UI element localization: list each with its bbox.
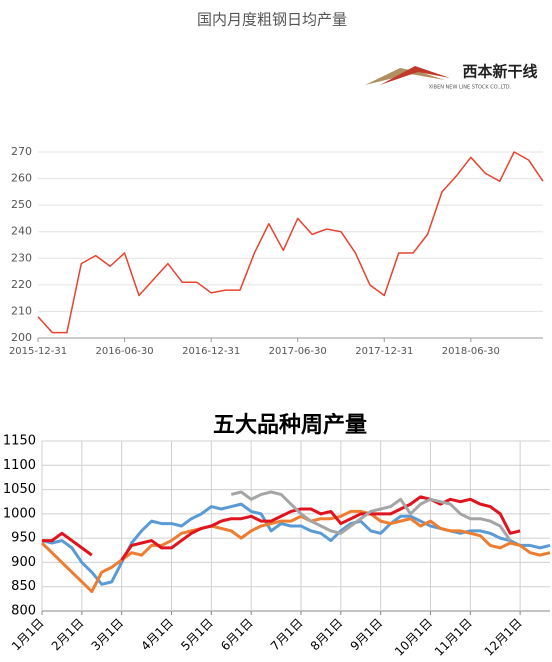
x-tick-label: 2017-12-31 bbox=[355, 346, 413, 357]
y-tick-label: 850 bbox=[11, 579, 36, 594]
data-line bbox=[41, 502, 551, 586]
x-tick-label: 8月1日 bbox=[308, 616, 346, 654]
x-tick-label: 2015-12-31 bbox=[9, 346, 67, 357]
x-tick-label: 3月1日 bbox=[89, 616, 127, 654]
x-tick-label: 6月1日 bbox=[218, 616, 256, 654]
x-tick-label: 2月1日 bbox=[49, 616, 87, 654]
data-line bbox=[40, 509, 551, 594]
y-tick-label: 210 bbox=[11, 304, 32, 317]
data-line bbox=[37, 151, 544, 334]
chart-title: 五大品种周产量 bbox=[213, 412, 367, 438]
y-tick-label: 260 bbox=[11, 172, 32, 185]
x-tick-label: 2016-12-31 bbox=[182, 346, 240, 357]
y-tick-label: 270 bbox=[11, 145, 32, 158]
x-tick-label: 2017-06-30 bbox=[269, 346, 327, 357]
y-tick-label: 250 bbox=[11, 198, 32, 211]
data-line bbox=[230, 490, 512, 542]
logo-subtext: XIBEN NEW LINE STOCK CO.,LTD. bbox=[429, 85, 512, 91]
x-tick-label: 12月1日 bbox=[482, 616, 525, 659]
y-tick-label: 220 bbox=[11, 278, 32, 291]
logo-mark bbox=[380, 66, 450, 85]
x-tick-label: 1月1日 bbox=[9, 616, 47, 654]
y-tick-label: 230 bbox=[11, 251, 32, 264]
y-tick-label: 200 bbox=[11, 331, 32, 344]
y-tick-label: 240 bbox=[11, 225, 32, 238]
data-line bbox=[42, 495, 521, 561]
x-tick-label: 7月1日 bbox=[268, 616, 306, 654]
y-tick-label: 1100 bbox=[3, 458, 36, 473]
x-tick-label: 9月1日 bbox=[348, 616, 386, 654]
x-tick-label: 2016-06-30 bbox=[96, 346, 154, 357]
x-tick-label: 4月1日 bbox=[138, 616, 176, 654]
y-tick-label: 1000 bbox=[3, 506, 36, 521]
x-tick-label: 2018-06-30 bbox=[442, 346, 500, 357]
x-tick-label: 11月1日 bbox=[432, 616, 475, 659]
y-tick-label: 800 bbox=[11, 604, 36, 619]
y-tick-label: 950 bbox=[11, 531, 36, 546]
y-tick-label: 1150 bbox=[3, 434, 36, 449]
logo-text: 西本新干线 bbox=[462, 63, 537, 81]
chart-title: 国内月度粗钢日均产量 bbox=[197, 11, 347, 29]
logo-mark bbox=[365, 68, 445, 85]
y-tick-label: 900 bbox=[11, 555, 36, 570]
y-tick-label: 1050 bbox=[3, 482, 36, 497]
x-tick-label: 10月1日 bbox=[392, 616, 435, 659]
x-tick-label: 5月1日 bbox=[178, 616, 216, 654]
